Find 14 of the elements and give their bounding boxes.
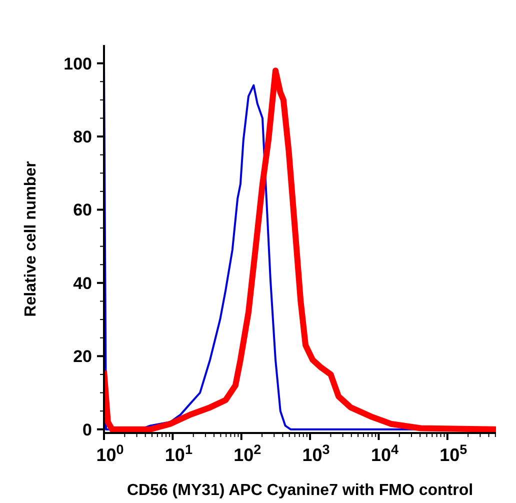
y-axis-title: Relative cell number (22, 161, 40, 317)
x-tick-label: 10$^{5}$ (440, 442, 468, 465)
y-tick-label: 40 (73, 274, 92, 293)
x-tick-label: 10$^{4}$ (370, 442, 399, 465)
y-tick-label: 100 (64, 54, 92, 74)
x-tick-label: 10$^{0}$ (96, 442, 124, 465)
x-tick-label: 10$^{1}$ (164, 442, 193, 465)
x-tick-label: 10$^{3}$ (302, 442, 330, 465)
x-axis-title: CD56 (MY31) APC Cyanine7 with FMO control (126, 482, 474, 499)
y-tick-label: 60 (73, 200, 92, 220)
y-tick-label: 20 (73, 347, 92, 366)
y-tick-label: 80 (73, 128, 92, 147)
y-tick-label: 0 (82, 420, 92, 440)
x-tick-label: 10$^{2}$ (234, 442, 262, 465)
